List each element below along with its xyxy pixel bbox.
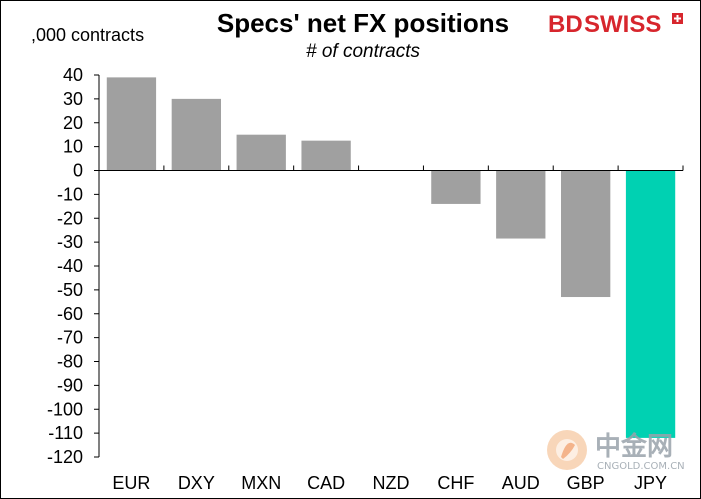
y-tick-label: 0 bbox=[73, 161, 83, 181]
y-tick-label: -110 bbox=[48, 423, 83, 443]
bar-gbp bbox=[561, 170, 611, 298]
bar-aud bbox=[496, 170, 546, 239]
y-tick-label: -20 bbox=[57, 208, 83, 228]
x-category-label: EUR bbox=[112, 473, 150, 493]
x-category-label: DXY bbox=[178, 473, 215, 493]
x-category-label: CAD bbox=[307, 473, 345, 493]
x-category-label: MXN bbox=[241, 473, 281, 493]
chart-subtitle: # of contracts bbox=[306, 41, 421, 62]
y-tick-label: -120 bbox=[47, 447, 83, 467]
cngold-flame-icon bbox=[547, 430, 587, 470]
chart-title: Specs' net FX positions bbox=[217, 8, 509, 38]
y-tick-label: -100 bbox=[47, 399, 83, 419]
watermark-text-cn: 中金网 bbox=[595, 431, 673, 462]
bar-chf bbox=[431, 170, 481, 204]
x-category-label: JPY bbox=[634, 473, 667, 493]
x-category-label: GBP bbox=[567, 473, 605, 493]
swiss-cross-icon bbox=[672, 13, 683, 24]
bar-jpy bbox=[625, 170, 676, 438]
y-tick-label: 40 bbox=[63, 65, 83, 85]
bar-eur bbox=[106, 77, 157, 171]
y-tick-label: -10 bbox=[57, 184, 83, 204]
y-tick-label: -60 bbox=[57, 304, 83, 324]
logo-text-swiss: SWISS bbox=[584, 11, 661, 38]
logo-text-bd: BD bbox=[548, 11, 583, 38]
y-axis-unit-label: ,000 contracts bbox=[31, 25, 144, 45]
x-category-label: AUD bbox=[502, 473, 540, 493]
y-tick-label: -40 bbox=[57, 256, 83, 276]
watermark-text-small: CNGOLD.COM.CN bbox=[597, 461, 685, 472]
y-tick-label: 10 bbox=[63, 137, 83, 157]
y-tick-label: -70 bbox=[57, 328, 83, 348]
plot-area: 40 30 20 10 0 -10 -20 -30 -40 -50 -60 -70 -80 -90 -100… bbox=[47, 65, 684, 493]
watermark: 中金网 CNGOLD.COM.CN bbox=[547, 430, 685, 472]
y-tick-label: -80 bbox=[57, 352, 83, 372]
x-category-label: NZD bbox=[373, 473, 410, 493]
y-tick-label: 20 bbox=[63, 113, 83, 133]
y-tick-label: -50 bbox=[57, 280, 83, 300]
bar-cad bbox=[301, 140, 351, 171]
bar-mxn bbox=[236, 134, 286, 171]
y-tick-label: 30 bbox=[63, 89, 83, 109]
y-tick-label: -30 bbox=[57, 232, 83, 252]
y-tick-label: -90 bbox=[57, 375, 83, 395]
brand-logo: BD SWISS bbox=[548, 11, 683, 38]
bar-dxy bbox=[171, 98, 221, 171]
x-category-label: CHF bbox=[437, 473, 474, 493]
